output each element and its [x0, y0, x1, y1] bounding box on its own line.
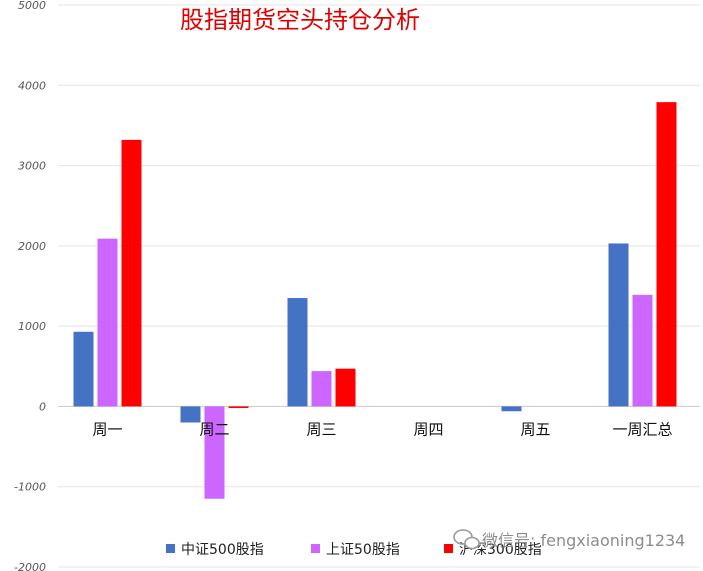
legend-label: 沪深300股指	[459, 542, 542, 558]
chart-title: 股指期货空头持仓分析	[180, 6, 420, 34]
x-tick-labels: 周一 周二 周三 周四 周五 一周汇总	[92, 420, 672, 438]
bar	[97, 238, 118, 407]
bar	[180, 406, 201, 423]
y-tick-label: -2000	[14, 561, 46, 571]
y-tick-label: 3000	[18, 160, 46, 173]
watermark-text: 微信号: fengxiaoning1234	[482, 531, 685, 550]
bar	[311, 371, 332, 407]
x-tick-label: 周四	[413, 420, 443, 438]
x-tick-label: 周五	[520, 420, 550, 438]
bar	[656, 102, 677, 407]
x-tick-label: 周二	[199, 420, 229, 438]
legend: 中证500股指 上证50股指 沪深300股指	[166, 542, 542, 558]
y-tick-label: 0	[39, 400, 46, 413]
y-tick-label: 5000	[18, 0, 46, 12]
bar	[228, 406, 249, 409]
watermark: 微信号: fengxiaoning1234	[453, 529, 685, 550]
bar	[121, 139, 142, 407]
bar	[501, 406, 522, 412]
y-tick-labels: 5000 4000 3000 2000 1000 0 -1000 -2000	[14, 0, 46, 571]
y-tick-label: -1000	[14, 481, 46, 494]
y-tick-label: 2000	[18, 240, 46, 253]
bar	[287, 298, 308, 407]
legend-swatch	[311, 544, 320, 553]
bar	[204, 406, 225, 499]
legend-label: 中证500股指	[181, 542, 264, 558]
y-tick-label: 4000	[18, 79, 46, 92]
x-tick-label: 周一	[92, 420, 122, 438]
wechat-icon	[453, 529, 480, 550]
bars	[73, 102, 677, 499]
x-tick-label: 一周汇总	[612, 420, 672, 438]
bar	[335, 368, 356, 407]
y-tick-label: 1000	[18, 320, 46, 333]
bar	[632, 294, 653, 407]
legend-swatch	[444, 544, 453, 553]
bar	[608, 243, 629, 407]
legend-label: 上证50股指	[326, 542, 400, 558]
gridlines	[58, 4, 700, 568]
x-tick-label: 周三	[306, 420, 336, 438]
bar	[73, 331, 94, 407]
legend-swatch	[166, 544, 175, 553]
